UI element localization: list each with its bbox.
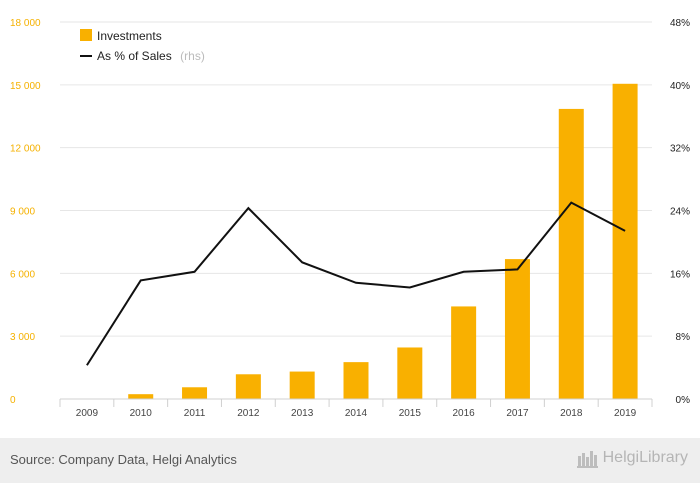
bar — [235, 374, 261, 399]
x-tick-label: 2011 — [184, 408, 206, 419]
legend-line-suffix: (rhs) — [180, 49, 205, 63]
x-tick-label: 2018 — [560, 408, 583, 419]
source-text: Source: Company Data, Helgi Analytics — [10, 452, 237, 467]
x-tick-label: 2019 — [614, 408, 637, 419]
bars — [128, 83, 638, 400]
brand-logo: HelgiLibrary — [576, 448, 688, 468]
x-tick-label: 2013 — [291, 408, 314, 419]
right-tick-label: 24% — [670, 207, 690, 218]
right-tick-label: 8% — [676, 332, 691, 343]
x-tick-label: 2012 — [237, 408, 260, 419]
left-tick-label: 3 000 — [10, 332, 35, 343]
left-tick-label: 15 000 — [10, 81, 41, 92]
x-tick-label: 2014 — [345, 408, 368, 419]
left-tick-label: 12 000 — [10, 144, 41, 155]
bar — [558, 108, 584, 400]
x-tick-label: 2015 — [399, 408, 422, 419]
left-tick-label: 6 000 — [10, 269, 35, 280]
right-axis-ticks: 0% 8% 16% 24% 32% 40% 48% — [670, 18, 690, 406]
left-axis-ticks: 0 3 000 6 000 9 000 12 000 15 000 18 000 — [10, 18, 41, 406]
right-tick-label: 0% — [676, 395, 691, 406]
right-tick-label: 16% — [670, 269, 690, 280]
x-tick-label: 2010 — [130, 408, 153, 419]
brand-name: HelgiLibrary — [602, 449, 688, 466]
chart: 0 3 000 6 000 9 000 12 000 15 000 18 000 0% 8% 1… — [10, 18, 690, 419]
bar — [289, 371, 315, 399]
legend-line-label: As % of Sales — [97, 49, 172, 63]
gridlines — [60, 21, 652, 337]
bar — [397, 347, 423, 399]
library-icon — [576, 451, 598, 468]
legend-bar-swatch — [80, 29, 92, 41]
right-tick-label: 40% — [670, 81, 690, 92]
x-tick-label: 2016 — [453, 408, 476, 419]
right-tick-label: 48% — [670, 18, 690, 29]
x-tick-label: 2009 — [76, 408, 99, 419]
footer: Source: Company Data, Helgi Analytics He… — [0, 438, 700, 483]
x-tick-label: 2017 — [506, 408, 529, 419]
bar — [343, 362, 369, 399]
legend-line-text: As % of Sales (rhs) — [97, 47, 205, 64]
legend: Investments As % of Sales (rhs) — [80, 29, 205, 64]
line-series — [86, 201, 626, 366]
bar — [451, 306, 477, 399]
bar — [182, 387, 208, 399]
left-tick-label: 0 — [10, 395, 16, 406]
right-tick-label: 32% — [670, 144, 690, 155]
legend-bar-label: Investments — [97, 29, 162, 43]
bar — [128, 394, 154, 399]
left-tick-label: 18 000 — [10, 18, 41, 29]
x-axis-ticks: 2009 2010 2011 2012 2013 2014 2015 2016 2017 2018… — [59, 398, 653, 419]
bar — [612, 83, 638, 400]
line-path — [86, 201, 626, 366]
bar — [504, 259, 530, 399]
left-tick-label: 9 000 — [10, 207, 35, 218]
